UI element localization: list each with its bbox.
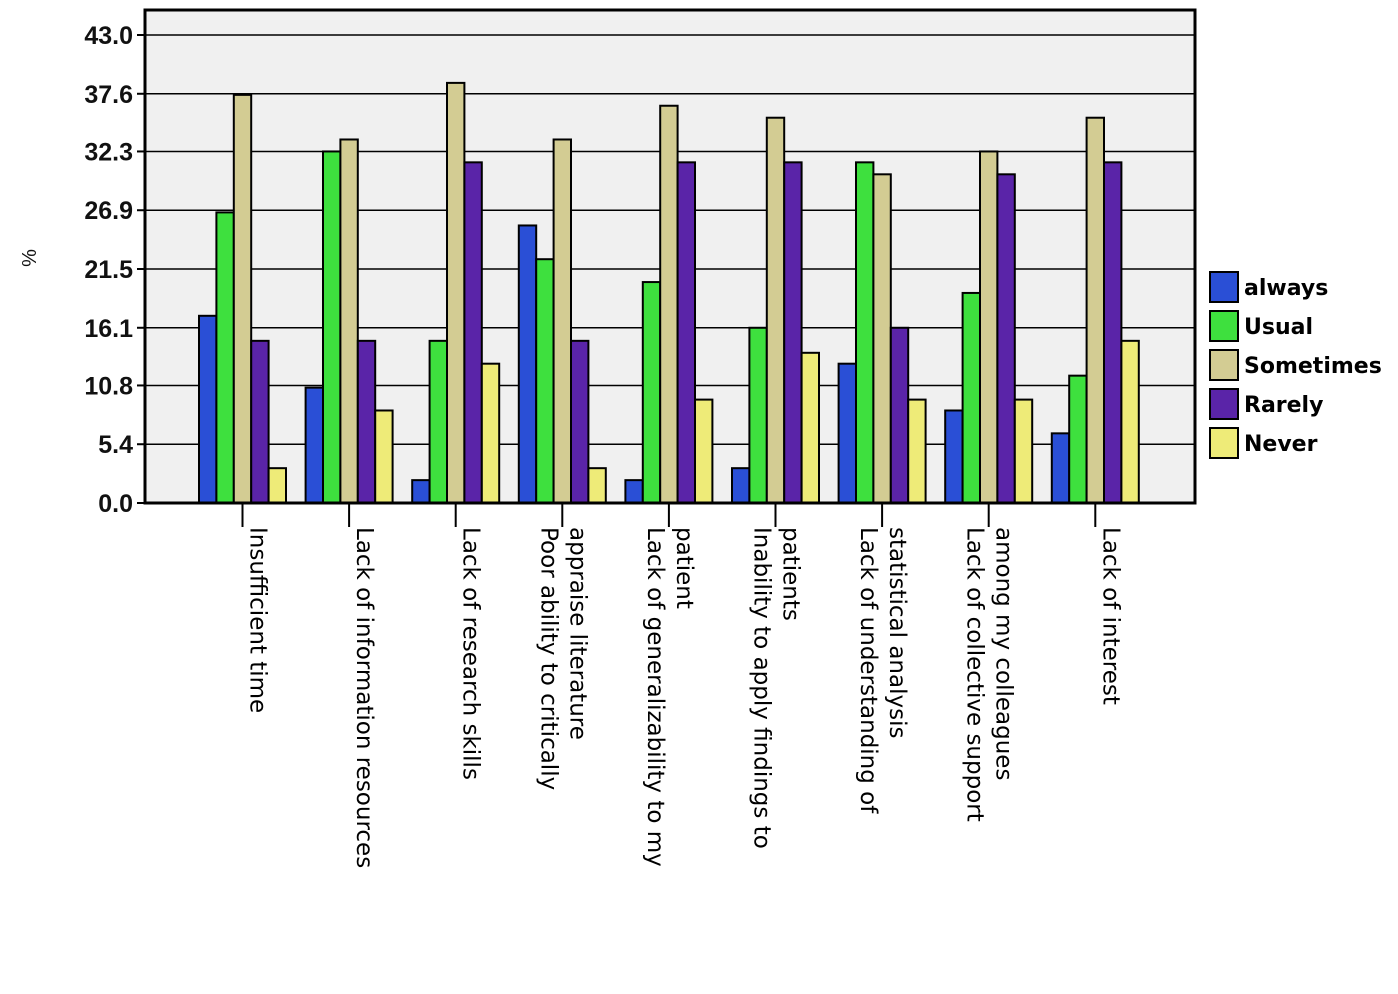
- y-tick-label: 16.1: [84, 315, 133, 343]
- bar-sometimes: [232, 93, 253, 504]
- x-tick-label: Lack of collective support: [962, 527, 988, 822]
- bar-never: [694, 398, 714, 504]
- x-tick-label: Lack of information resources: [351, 527, 377, 868]
- bar-rarely: [676, 161, 696, 504]
- bar-rarely: [996, 173, 1016, 505]
- x-tick-label: statistical analysis: [884, 527, 910, 738]
- x-tick-label: Inability to apply findings to: [749, 527, 775, 849]
- bar-never: [267, 467, 288, 504]
- x-tick-label: Lack of generalizability to my: [642, 527, 668, 867]
- x-tick-label: Lack of interest: [1097, 527, 1123, 705]
- bar-never: [480, 362, 501, 505]
- bar-usual: [215, 211, 235, 504]
- bar-rarely: [889, 326, 910, 504]
- x-tick-label: among my colleagues: [991, 527, 1017, 780]
- legend: always Usual Sometimes Rarely Never: [1205, 268, 1385, 468]
- bar-sometimes: [339, 138, 359, 504]
- legend-swatch-sometimes: [1209, 349, 1239, 381]
- legend-label-always: always: [1244, 276, 1328, 301]
- bar-always: [731, 467, 751, 504]
- x-tick-label: Lack of research skills: [458, 527, 484, 780]
- bar-sometimes: [552, 138, 572, 504]
- bar-always: [1050, 432, 1071, 504]
- bar-rarely: [463, 161, 483, 504]
- y-tick-label: 26.9: [84, 197, 133, 225]
- x-tick-label: Lack of understanding of: [855, 527, 881, 814]
- y-tick-label: 21.5: [84, 256, 133, 284]
- legend-swatch-always: [1209, 271, 1239, 303]
- bar-rarely: [356, 339, 377, 504]
- legend-swatch-usual: [1209, 310, 1239, 342]
- bar-usual: [641, 281, 662, 504]
- bar-usual: [428, 339, 449, 504]
- legend-swatch-rarely: [1209, 388, 1239, 420]
- bar-usual: [748, 326, 768, 504]
- x-tick-label: Poor ability to critically: [535, 527, 561, 790]
- bar-usual: [1068, 374, 1088, 504]
- x-tick-label: Insufficient time: [245, 527, 271, 713]
- legend-label-rarely: Rarely: [1244, 393, 1323, 418]
- bar-sometimes: [1085, 116, 1105, 504]
- y-tick-label: 43.0: [84, 22, 133, 50]
- bar-sometimes: [446, 81, 466, 505]
- bar-sometimes: [872, 173, 892, 505]
- bar-sometimes: [979, 150, 999, 504]
- bar-usual: [961, 291, 981, 504]
- y-tick-label: 37.6: [84, 81, 133, 109]
- y-tick-label: 32.3: [84, 138, 133, 166]
- bar-always: [198, 314, 218, 504]
- bar-never: [1120, 339, 1140, 504]
- y-tick-label: 10.8: [84, 372, 133, 400]
- bar-rarely: [783, 161, 803, 504]
- bar-rarely: [250, 339, 270, 504]
- bar-always: [837, 362, 857, 505]
- bar-always: [411, 479, 431, 505]
- plot-frame: [143, 8, 1197, 505]
- bar-rarely: [1103, 161, 1123, 504]
- legend-label-usual: Usual: [1244, 315, 1313, 340]
- bar-usual: [855, 161, 875, 504]
- bar-never: [1013, 398, 1034, 504]
- y-axis-label: %: [19, 249, 41, 267]
- bar-rarely: [570, 339, 590, 504]
- bar-usual: [535, 258, 555, 504]
- y-tick-label: 5.4: [98, 431, 133, 459]
- bar-always: [517, 224, 538, 504]
- bar-never: [800, 351, 820, 504]
- legend-label-sometimes: Sometimes: [1244, 354, 1382, 379]
- bars: [198, 81, 1140, 505]
- bar-never: [587, 467, 607, 504]
- bar-never: [907, 398, 927, 504]
- legend-swatch-never: [1209, 427, 1239, 459]
- x-tick-label: appraise literature: [564, 527, 590, 740]
- bar-sometimes: [659, 104, 679, 505]
- x-axis: Insufficient time Lack of information res…: [241, 503, 1123, 868]
- legend-label-never: Never: [1244, 432, 1318, 457]
- x-tick-label: patients: [778, 527, 804, 621]
- bar-sometimes: [765, 116, 786, 504]
- bar-usual: [322, 150, 342, 504]
- x-tick-label: patient: [671, 527, 697, 609]
- bar-always: [624, 479, 644, 505]
- bar-never: [374, 409, 394, 504]
- bar-always: [944, 409, 964, 504]
- bar-always: [304, 386, 325, 505]
- y-tick-label: 0.0: [98, 490, 133, 518]
- y-axis: 0.0 5.4 10.8 16.1 21.5 26.9 32.3 37.6 43.0: [84, 22, 145, 518]
